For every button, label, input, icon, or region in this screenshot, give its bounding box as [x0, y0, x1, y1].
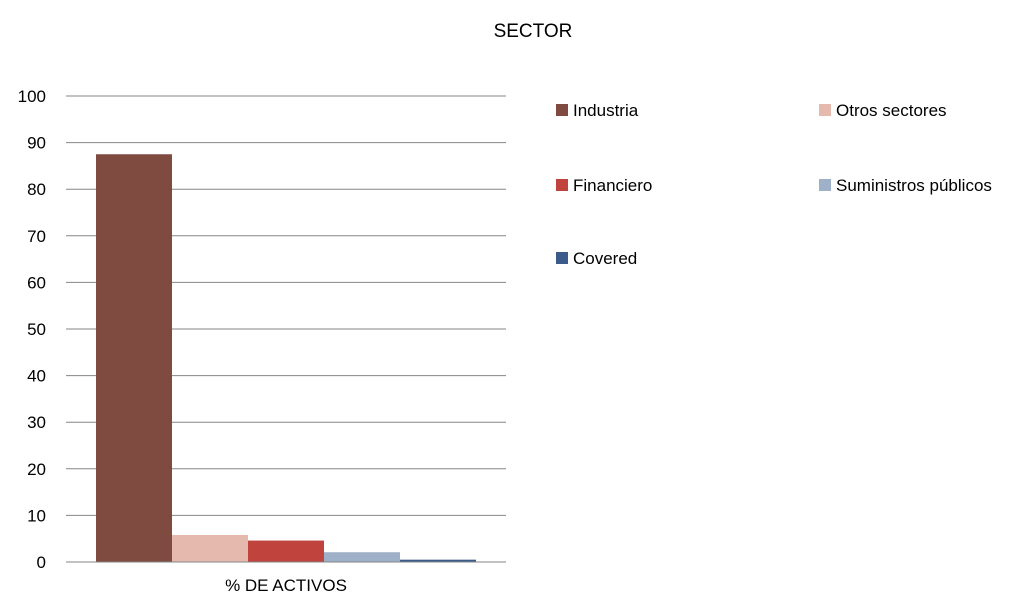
legend-item: Financiero	[556, 176, 652, 195]
x-tick-label: % DE ACTIVOS	[225, 576, 347, 595]
bars	[96, 154, 476, 562]
bar-industria	[96, 154, 173, 562]
y-tick-label: 30	[27, 413, 46, 432]
chart-title: SECTOR	[494, 21, 573, 42]
y-axis-tick-labels: 0 10 20 30 40 50 60 70 80 90 100	[18, 87, 46, 572]
bar-financiero	[248, 540, 324, 562]
legend-item: Industria	[556, 101, 639, 120]
y-tick-label: 90	[27, 134, 46, 153]
legend-swatch	[556, 104, 568, 116]
legend-label: Otros sectores	[836, 101, 947, 120]
legend: Industria Otros sectores Financiero Suminis…	[556, 101, 992, 268]
y-tick-label: 50	[27, 320, 46, 339]
bar-suministros-p-blicos	[323, 552, 400, 562]
x-axis-tick-labels: % DE ACTIVOS	[225, 576, 347, 595]
legend-swatch	[819, 179, 831, 191]
legend-label: Suministros públicos	[836, 176, 992, 195]
legend-item: Covered	[556, 249, 637, 268]
bar-covered	[399, 559, 476, 562]
legend-item: Otros sectores	[819, 101, 947, 120]
y-tick-label: 80	[27, 180, 46, 199]
legend-swatch	[819, 104, 831, 116]
y-tick-label: 70	[27, 227, 46, 246]
y-tick-label: 10	[27, 506, 46, 525]
y-tick-label: 40	[27, 367, 46, 386]
y-tick-label: 0	[37, 553, 46, 572]
legend-swatch	[556, 179, 568, 191]
legend-label: Industria	[573, 101, 639, 120]
legend-item: Suministros públicos	[819, 176, 992, 195]
legend-swatch	[556, 252, 568, 264]
legend-label: Covered	[573, 249, 637, 268]
bar-otros-sectores	[172, 534, 249, 562]
y-tick-label: 100	[18, 87, 46, 106]
y-tick-label: 60	[27, 273, 46, 292]
legend-label: Financiero	[573, 176, 652, 195]
y-tick-label: 20	[27, 460, 46, 479]
